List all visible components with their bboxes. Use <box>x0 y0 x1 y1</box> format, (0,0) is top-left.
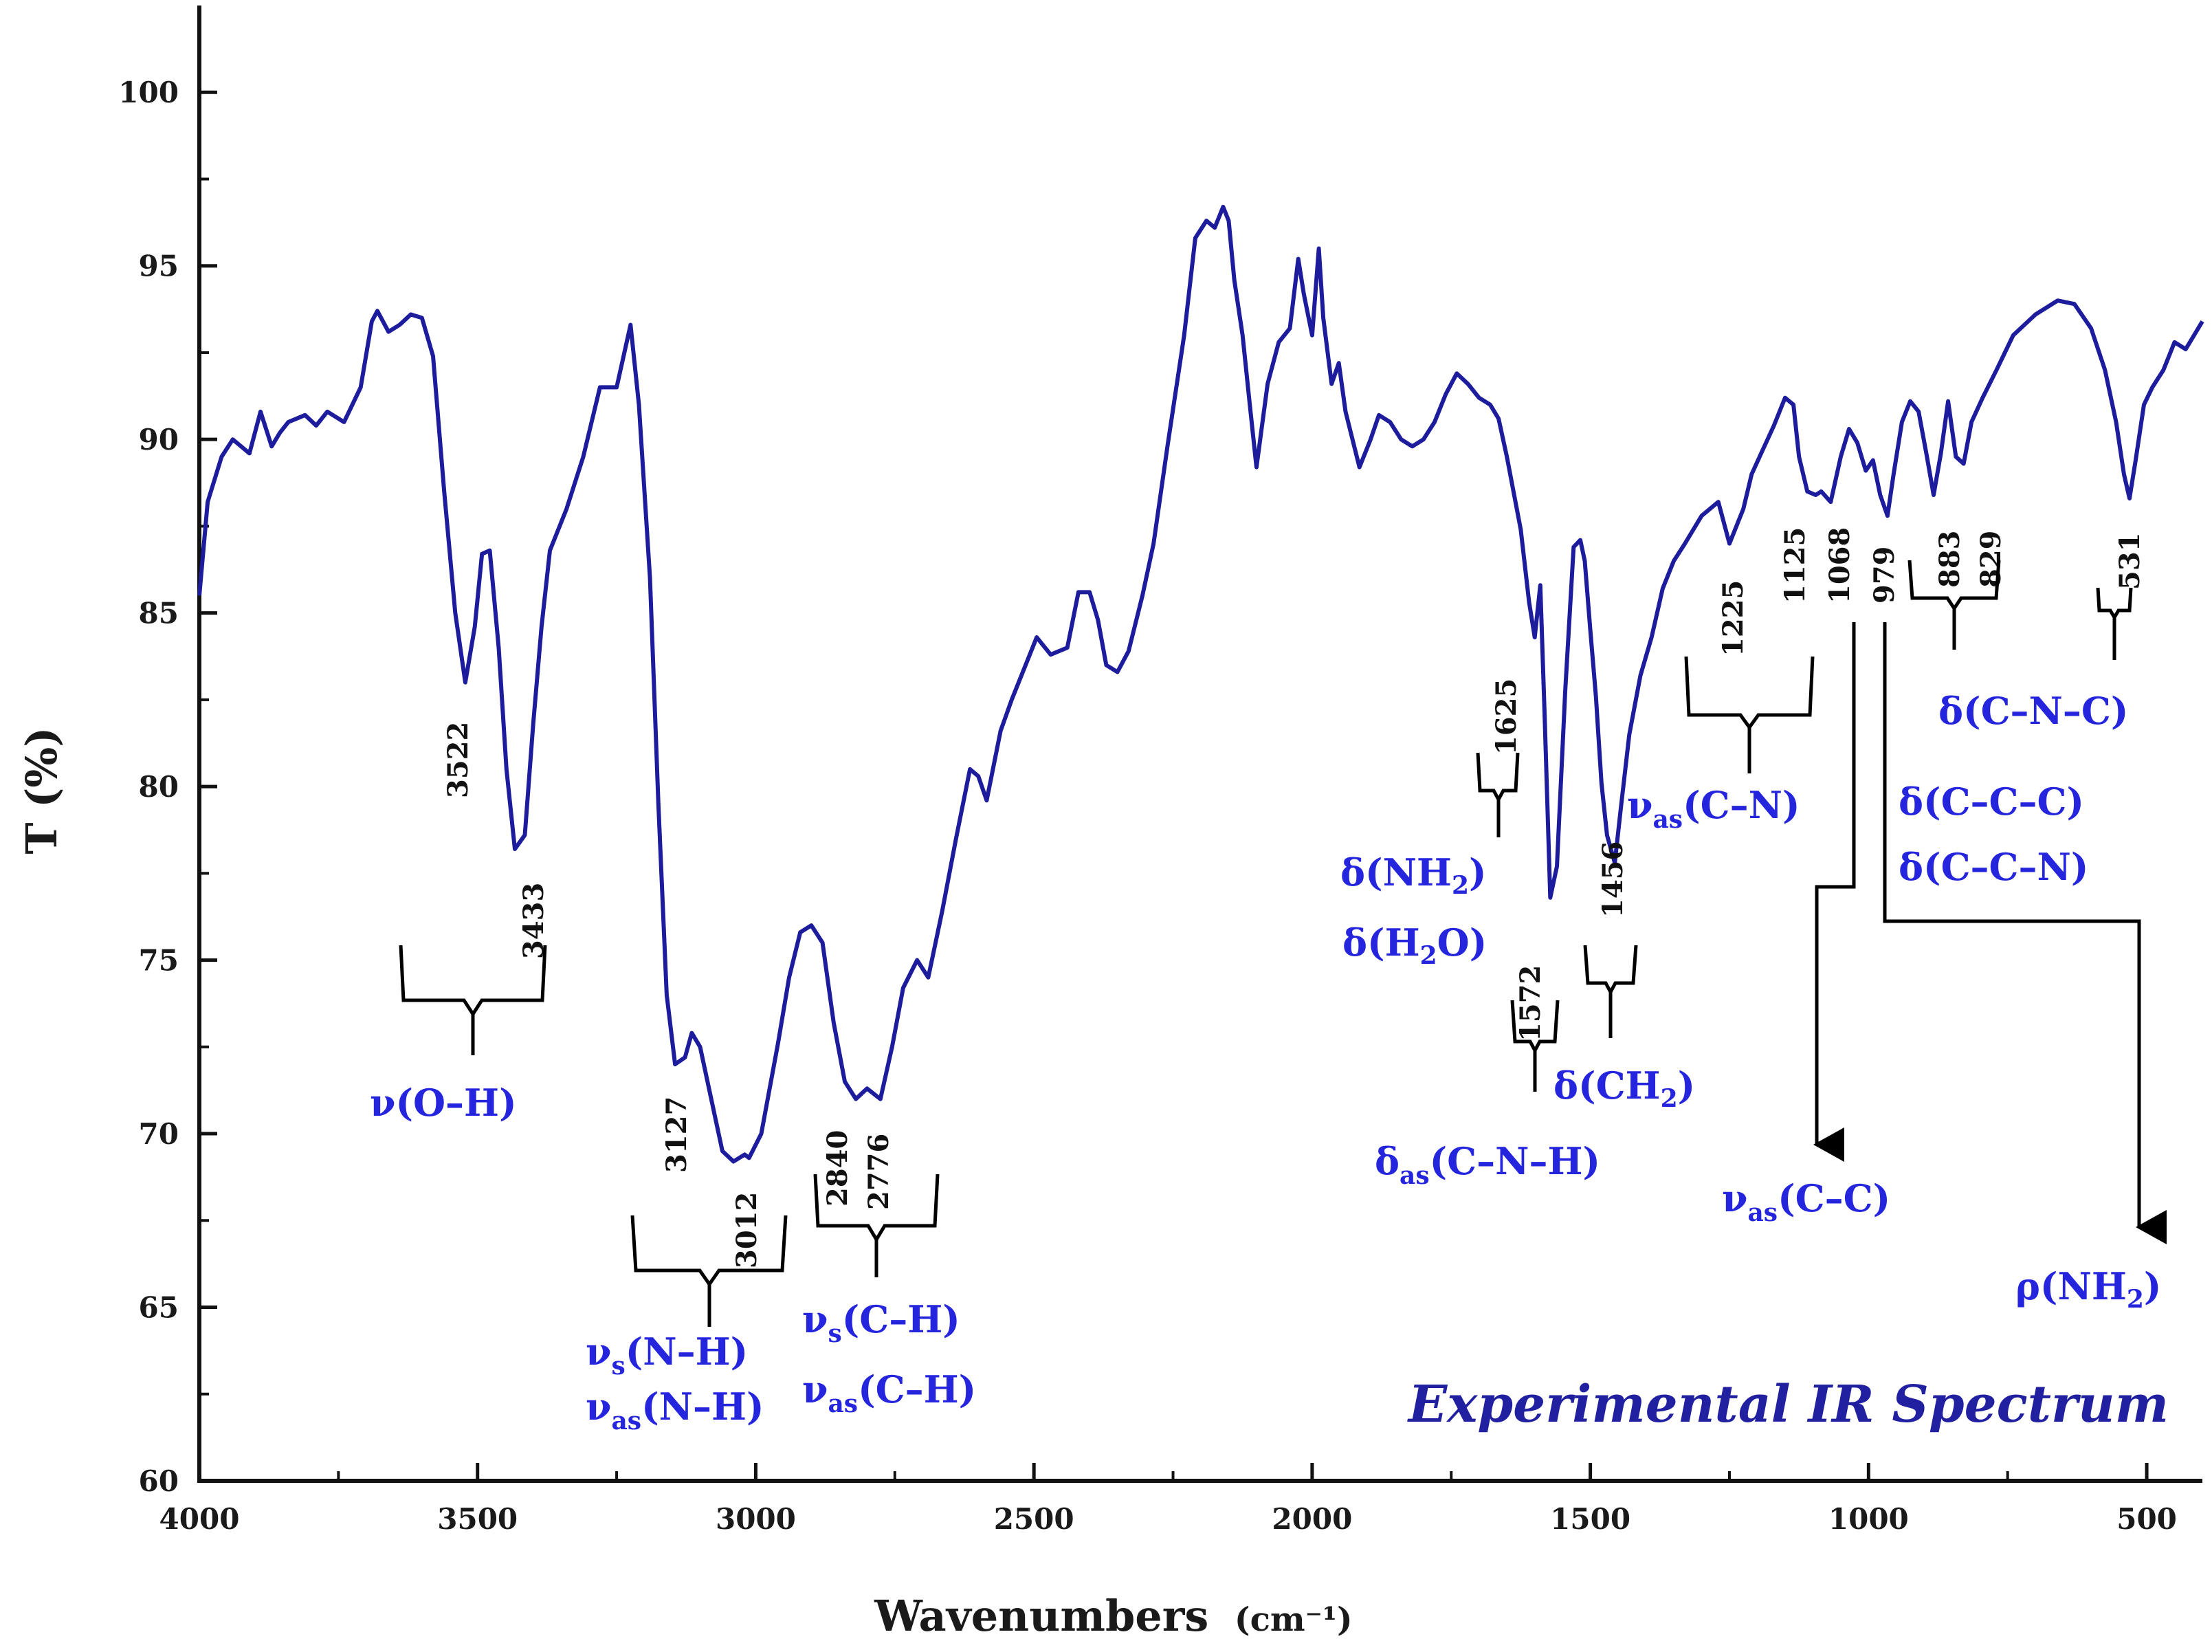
y-tick-label: 90 <box>139 423 179 456</box>
x-tick-label: 1000 <box>1828 1502 1909 1536</box>
assign-ch-s: νs(C–H) <box>802 1297 960 1348</box>
bracket-cn <box>1684 656 1815 731</box>
y-axis-title: T (%) <box>16 727 67 854</box>
chart-title: Experimental IR Spectrum <box>1407 1375 2169 1434</box>
assign-cc: νas(C–C) <box>1722 1176 1890 1227</box>
assign-cnc: δ(C–N–C) <box>1938 689 2128 733</box>
peak-label-3012: 3012 <box>731 1192 763 1268</box>
y-tick-label: 95 <box>139 250 179 283</box>
y-tick-label: 60 <box>139 1464 179 1498</box>
x-axis-title: Wavenumbers (cm⁻¹) <box>874 1591 1352 1641</box>
peak-labels: 3522 3433 3127 3012 2840 2776 1625 1572 … <box>442 527 2146 1268</box>
brackets <box>399 560 2133 1327</box>
y-tick-label: 80 <box>139 770 179 804</box>
assign-h2o: δ(H2O) <box>1342 921 1487 970</box>
bracket-531 <box>2096 587 2133 621</box>
x-tick-label: 1500 <box>1550 1502 1630 1536</box>
assign-ch2: δ(CH2) <box>1553 1064 1695 1113</box>
y-axis-ticks: 60 65 70 75 80 85 90 95 100 <box>118 76 217 1498</box>
x-axis-unit: (cm⁻¹) <box>1235 1600 1353 1639</box>
x-tick-label: 500 <box>2116 1502 2177 1536</box>
arrow-rho <box>1883 622 2167 1244</box>
y-tick-label: 75 <box>139 944 179 978</box>
x-tick-label: 2000 <box>1272 1502 1352 1536</box>
y-tick-label: 100 <box>118 76 179 109</box>
arrows <box>1813 622 2167 1244</box>
y-tick-label: 65 <box>139 1291 179 1325</box>
x-tick-label: 4000 <box>159 1502 240 1536</box>
peak-label-1572: 1572 <box>1514 965 1547 1042</box>
peak-label-883: 883 <box>1934 531 1966 588</box>
assign-cnh: δas(C–N–H) <box>1375 1139 1600 1190</box>
peak-label-1456: 1456 <box>1597 841 1629 918</box>
peak-label-979: 979 <box>1868 547 1901 604</box>
peak-label-3127: 3127 <box>661 1097 693 1173</box>
bracket-nh2 <box>1476 752 1520 804</box>
peak-label-1068: 1068 <box>1824 527 1856 604</box>
peak-label-2776: 2776 <box>863 1134 895 1210</box>
assign-nh2: δ(NH2) <box>1340 850 1487 900</box>
spectrum-series-line <box>197 204 2204 1164</box>
x-axis-ticks: 4000 3500 3000 2500 2000 1500 1000 500 <box>159 1463 2177 1536</box>
peak-label-2840: 2840 <box>821 1130 854 1207</box>
x-axis-title-text: Wavenumbers <box>874 1591 1208 1641</box>
peak-label-1125: 1125 <box>1779 527 1811 604</box>
plot-area <box>197 5 2202 1483</box>
peak-label-1625: 1625 <box>1490 679 1523 755</box>
assign-cn: νas(C–N) <box>1627 783 1800 834</box>
assign-rho: ρ(NH2) <box>2015 1264 2161 1314</box>
arrow-cc <box>1813 622 1856 1162</box>
x-tick-label: 3000 <box>716 1502 796 1536</box>
bracket-ch2 <box>1583 945 1638 996</box>
assign-nh-as: νas(N–H) <box>586 1385 764 1435</box>
peak-label-3522: 3522 <box>442 722 474 798</box>
assign-nh-s: νs(N–H) <box>586 1330 748 1380</box>
assign-ccc: δ(C–C–C) <box>1899 780 2084 824</box>
y-tick-label: 70 <box>139 1117 179 1151</box>
assign-ccn: δ(C–C–N) <box>1899 845 2088 889</box>
peak-label-1225: 1225 <box>1717 580 1749 657</box>
x-tick-label: 3500 <box>437 1502 518 1536</box>
peak-label-531: 531 <box>2114 533 2146 591</box>
assign-ch-as: νas(C–H) <box>802 1367 976 1418</box>
x-tick-label: 2500 <box>994 1502 1074 1536</box>
assign-oh: ν(O–H) <box>370 1081 517 1125</box>
y-tick-label: 85 <box>139 597 179 630</box>
peak-label-829: 829 <box>1975 531 2007 588</box>
assignment-labels: ν(O–H) νs(N–H) νas(N–H) νs(C–H) νas(C–H)… <box>370 689 2161 1435</box>
